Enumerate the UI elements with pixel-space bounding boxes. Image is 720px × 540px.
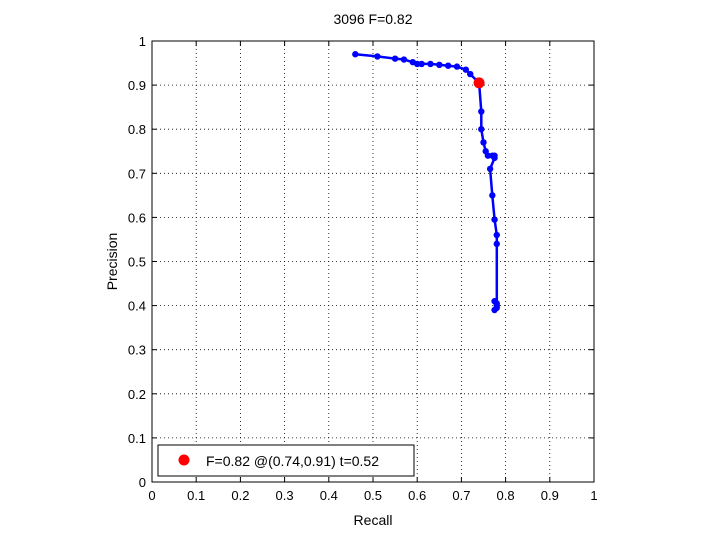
x-tick-label: 0.8 <box>497 488 515 503</box>
series-point <box>486 165 494 173</box>
series-point <box>493 231 500 239</box>
series-point <box>444 62 452 69</box>
series-layer <box>352 51 500 314</box>
series-point <box>453 63 461 70</box>
series-point <box>414 60 421 68</box>
chart-title: 3096 F=0.82 <box>333 11 412 27</box>
ticks-layer: 0 0.1 0.2 0.3 0.4 0.5 0.6 0.7 0.8 0.9 1 0 0.1 0.2 0.3 0… <box>128 34 598 503</box>
series-point <box>352 51 359 58</box>
x-tick-label: 0.2 <box>231 488 249 503</box>
series-point <box>467 70 474 78</box>
y-tick-label: 1 <box>139 34 146 49</box>
legend-label: F=0.82 @(0.74,0.91) t=0.52 <box>206 453 379 469</box>
y-tick-label: 0.5 <box>128 255 146 270</box>
series-point <box>374 53 381 60</box>
highlight-layer <box>473 77 485 89</box>
x-tick-label: 0.5 <box>364 488 382 503</box>
y-tick-label: 0.1 <box>128 431 146 446</box>
x-tick-label: 0 <box>148 488 155 503</box>
x-tick-label: 0.1 <box>187 488 205 503</box>
series-point <box>400 56 408 63</box>
best-f-point <box>473 77 485 89</box>
series-point <box>491 154 498 162</box>
series-point <box>480 139 487 146</box>
x-tick-label: 0.6 <box>408 488 426 503</box>
y-tick-label: 0.9 <box>128 78 146 93</box>
series-point <box>462 66 470 73</box>
series-point <box>493 240 500 248</box>
series-line <box>354 52 499 312</box>
series-point <box>391 55 399 62</box>
series-point <box>478 126 485 133</box>
series-point <box>484 152 492 159</box>
y-tick-label: 0.2 <box>128 387 146 402</box>
y-tick-label: 0.8 <box>128 122 146 137</box>
y-tick-label: 0.3 <box>128 343 146 358</box>
x-tick-label: 1 <box>590 488 597 503</box>
y-axis-label: Precision <box>104 233 120 291</box>
series-point <box>491 306 498 314</box>
x-tick-label: 0.7 <box>452 488 470 503</box>
x-tick-label: 0.4 <box>320 488 338 503</box>
legend: F=0.82 @(0.74,0.91) t=0.52 <box>157 444 415 477</box>
series-point <box>436 61 443 69</box>
legend-box <box>157 444 415 477</box>
y-tick-label: 0 <box>139 475 146 490</box>
y-tick-label: 0.6 <box>128 210 146 225</box>
series-point <box>427 60 434 68</box>
x-tick-label: 0.3 <box>276 488 294 503</box>
series-point <box>491 216 498 223</box>
grid-layer <box>152 41 594 482</box>
legend-marker <box>178 454 190 466</box>
x-axis-label: Recall <box>354 512 393 528</box>
y-tick-label: 0.7 <box>128 166 146 181</box>
y-tick-label: 0.4 <box>128 299 146 314</box>
series-point <box>489 192 496 199</box>
series-point <box>418 60 425 68</box>
x-tick-label: 0.9 <box>541 488 559 503</box>
series-point <box>478 108 485 115</box>
